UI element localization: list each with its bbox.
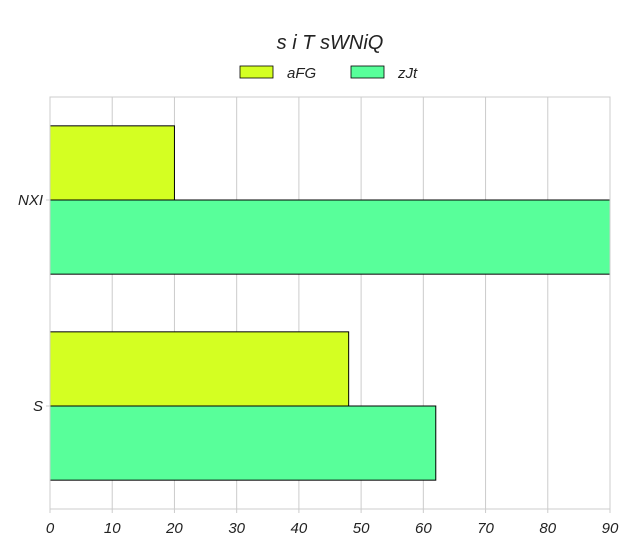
x-tick-label-90: 90	[602, 520, 619, 537]
x-tick-label-0: 0	[46, 520, 55, 537]
bar-S-zJt	[49, 405, 437, 481]
x-tick-label-70: 70	[477, 520, 494, 537]
bar-NXI-aFG	[49, 125, 175, 201]
x-tick-label-50: 50	[353, 520, 370, 537]
y-tick-label-S: S	[33, 398, 43, 415]
y-axis-ticks: NXI S	[18, 192, 50, 415]
legend-swatch-zJt	[350, 65, 385, 79]
chart-title: s i T sWNiQ	[277, 32, 384, 54]
x-tick-label-80: 80	[539, 520, 556, 537]
x-tick-label-10: 10	[104, 520, 121, 537]
x-tick-label-30: 30	[228, 520, 245, 537]
legend: aFG zJt	[239, 65, 418, 82]
legend-label-aFG: aFG	[287, 65, 317, 82]
bars	[49, 125, 611, 481]
plot-frame	[49, 96, 611, 510]
y-tick-label-NXI: NXI	[18, 192, 43, 209]
bar-S-aFG	[49, 331, 350, 407]
legend-label-zJt: zJt	[397, 65, 418, 82]
x-axis-ticks: 0 10 20 30 40 50 60 70 80 90	[46, 509, 619, 537]
legend-swatch-aFG	[239, 65, 274, 79]
bar-NXI-zJt	[49, 199, 611, 275]
x-tick-label-40: 40	[291, 520, 308, 537]
x-tick-label-60: 60	[415, 520, 432, 537]
x-tick-label-20: 20	[165, 520, 183, 537]
